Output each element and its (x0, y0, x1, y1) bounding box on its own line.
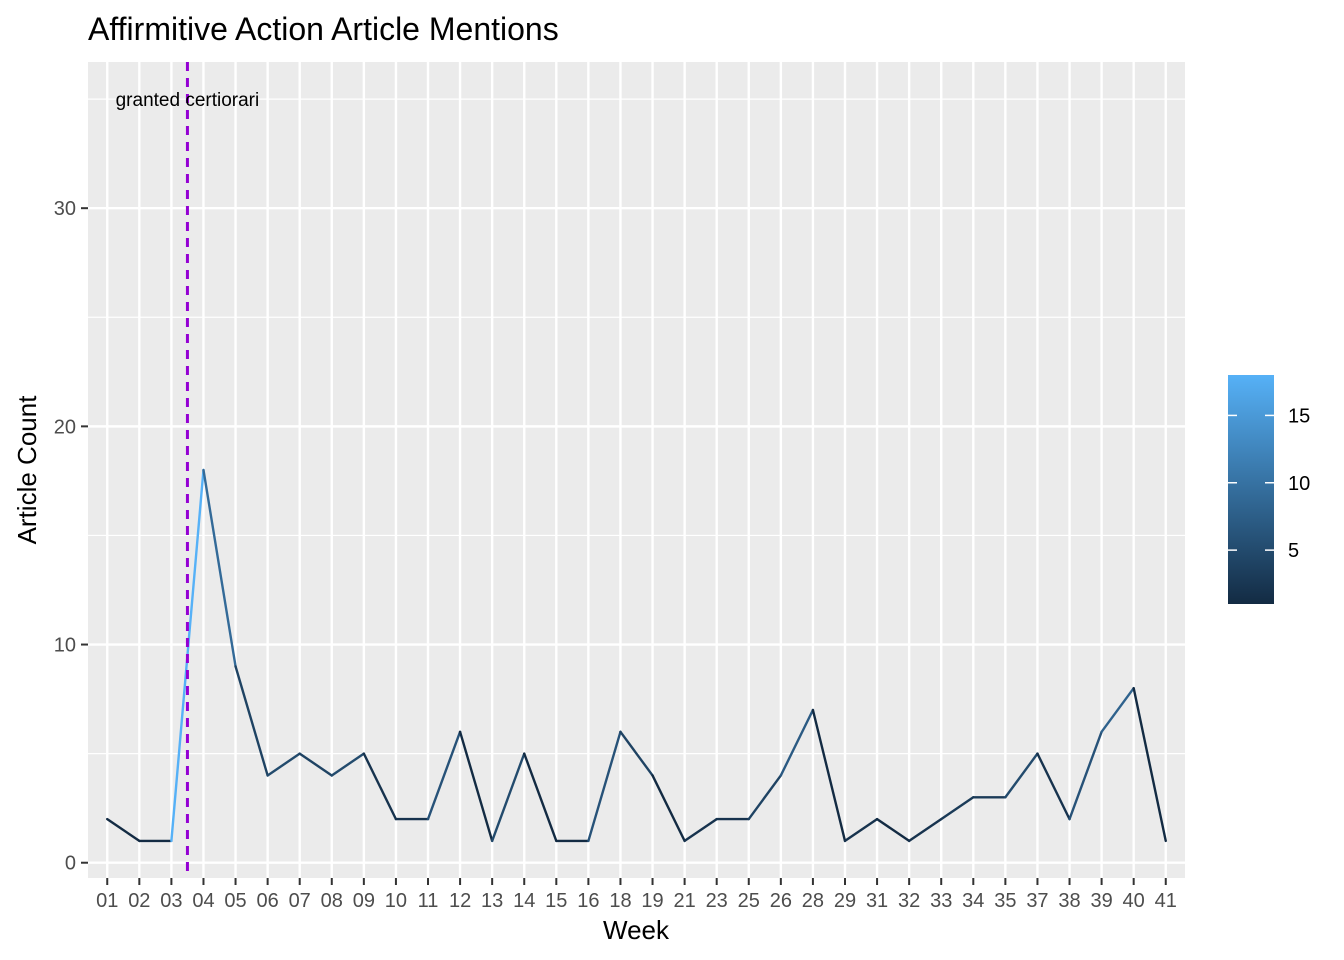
x-tick-label: 07 (289, 890, 311, 912)
x-tick-label: 39 (1090, 890, 1112, 912)
series-segment (202, 468, 237, 668)
x-tick-label: 18 (609, 890, 631, 912)
x-tick-label: 16 (577, 890, 599, 912)
x-tick-label: 10 (385, 890, 407, 912)
x-tick-label: 25 (738, 890, 760, 912)
series-segment (1100, 686, 1135, 734)
x-tick-label: 37 (1026, 890, 1048, 912)
series-segment (298, 752, 333, 777)
x-tick-label: 31 (866, 890, 888, 912)
x-tick-label: 40 (1123, 890, 1145, 912)
series-segment (587, 730, 622, 843)
x-tick-label: 32 (898, 890, 920, 912)
x-tick-label: 38 (1058, 890, 1080, 912)
x-tick-label: 34 (962, 890, 984, 912)
x-tick-label: 11 (418, 890, 439, 912)
major-gridlines (88, 62, 1185, 878)
x-tick-label: 03 (160, 890, 182, 912)
x-tick-label: 14 (513, 890, 535, 912)
x-tick-label: 02 (128, 890, 150, 912)
series-segment (330, 752, 366, 777)
minor-gridlines (88, 98, 1185, 755)
colorbar-tick-label: 15 (1288, 405, 1310, 427)
series-segment (362, 752, 398, 821)
series-segment (843, 817, 879, 843)
series-segment (1004, 752, 1039, 799)
x-tick-label: 29 (834, 890, 856, 912)
color-legend: 5 10 15 (1228, 375, 1310, 604)
x-axis-label: Week (603, 915, 670, 945)
series-segment (1036, 752, 1071, 821)
series-segment (1132, 686, 1167, 843)
series-segment (651, 774, 686, 843)
y-axis-label: Article Count (12, 395, 42, 545)
x-tick-label: 41 (1155, 890, 1177, 912)
series-segment (1068, 730, 1103, 821)
series-segment (523, 752, 558, 843)
series-segment (458, 730, 494, 843)
series-segment (940, 796, 975, 821)
series-segment (234, 665, 269, 777)
series-segment (426, 730, 462, 821)
series-segment (490, 752, 526, 843)
x-tick-label: 19 (641, 890, 663, 912)
colorbar-tick-label: 10 (1288, 473, 1310, 495)
x-tick-label: 01 (96, 890, 118, 912)
x-tick-label: 35 (994, 890, 1016, 912)
x-tick-label: 28 (802, 890, 824, 912)
plot-panel (88, 62, 1185, 878)
y-tick-label: 30 (54, 198, 76, 220)
x-tick-label: 33 (930, 890, 952, 912)
y-tick-label: 20 (54, 416, 76, 438)
x-tick-label: 05 (224, 890, 246, 912)
x-tick-label: 09 (353, 890, 375, 912)
series-segment (875, 817, 911, 843)
series-segment (907, 817, 943, 843)
series-segment (106, 817, 141, 843)
x-axis: 01 02 03 04 05 06 07 08 09 10 11 12 13 14 15 16 18 19 21 23… (96, 878, 1177, 912)
x-tick-label: 15 (545, 890, 567, 912)
colorbar (1228, 375, 1274, 604)
x-tick-label: 13 (481, 890, 503, 912)
x-tick-label: 26 (770, 890, 792, 912)
series-segment (683, 817, 718, 843)
y-tick-label: 10 (54, 635, 76, 657)
series-segment (811, 708, 847, 843)
series-segment (266, 752, 301, 777)
x-tick-label: 06 (257, 890, 279, 912)
annotation-label: granted certiorari (116, 90, 260, 111)
series-segment (747, 774, 783, 821)
x-tick-label: 04 (192, 890, 214, 912)
series-segment (619, 730, 654, 777)
series-segment (779, 708, 815, 777)
colorbar-tick-label: 5 (1288, 540, 1299, 562)
x-tick-label: 23 (706, 890, 728, 912)
x-tick-label: 21 (673, 890, 695, 912)
y-tick-label: 0 (65, 853, 76, 875)
x-tick-label: 12 (449, 890, 471, 912)
y-axis: 0 10 20 30 (54, 198, 88, 875)
chart-title: Affirmitive Action Article Mentions (88, 11, 559, 47)
x-tick-label: 08 (321, 890, 343, 912)
